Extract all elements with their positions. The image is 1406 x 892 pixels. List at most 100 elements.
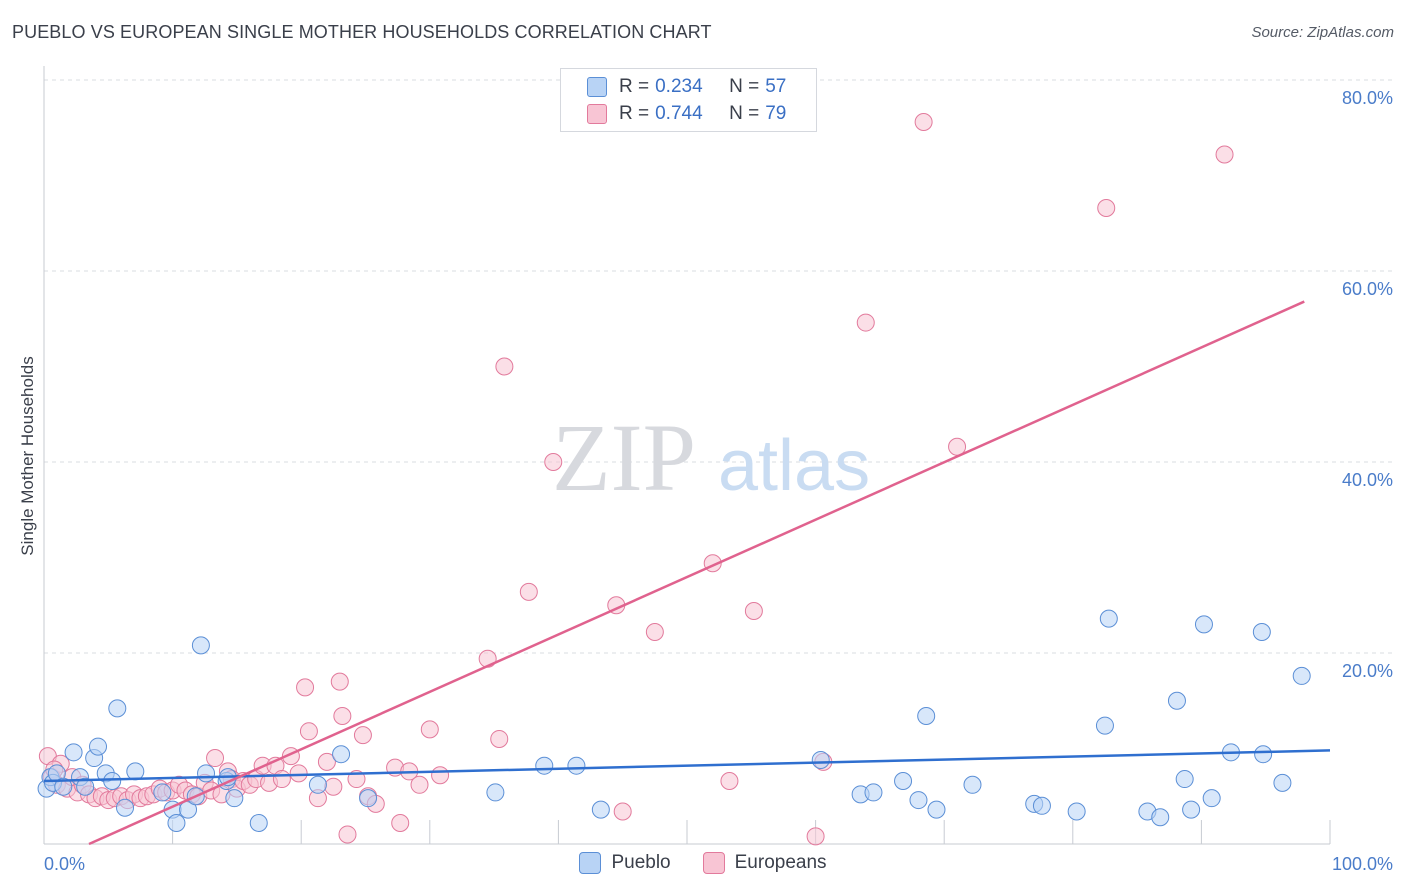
legend-n-value: 57 (765, 76, 787, 97)
legend-row-pueblo: R = 0.234 N = 57 (587, 74, 786, 100)
pueblo-point (591, 800, 610, 819)
y-tick-label: 80.0% (1342, 88, 1393, 108)
pueblo-point (894, 771, 913, 790)
europeans-point (317, 752, 336, 771)
series-legend: Pueblo Europeans (0, 852, 1406, 874)
pueblo-trend-line (43, 749, 1331, 783)
europeans-point (613, 802, 632, 821)
legend-n-label: N = (729, 103, 760, 124)
europeans-legend-label: Europeans (734, 852, 827, 873)
pueblo-point (1167, 691, 1186, 710)
pueblo-point (64, 743, 83, 762)
europeans-point (391, 813, 410, 832)
europeans-point (296, 678, 315, 697)
y-tick-label: 60.0% (1342, 279, 1393, 299)
pueblo-point (153, 783, 172, 802)
europeans-point (856, 313, 875, 332)
pueblo-point (486, 783, 505, 802)
watermark-atlas: atlas (718, 426, 870, 506)
pueblo-point (1175, 770, 1194, 789)
pueblo-point (1273, 773, 1292, 792)
europeans-point (324, 777, 343, 796)
europeans-point (431, 766, 450, 785)
correlation-legend: R = 0.234 N = 57 R = 0.744 N = 79 (560, 68, 817, 132)
pueblo-point (1254, 745, 1273, 764)
europeans-point (353, 726, 372, 745)
europeans-point (519, 582, 538, 601)
pueblo-point (89, 737, 108, 756)
legend-row-europeans: R = 0.744 N = 79 (587, 101, 786, 127)
y-tick-label: 20.0% (1342, 661, 1393, 681)
pueblo-point (1032, 796, 1051, 815)
europeans-point (645, 622, 664, 641)
legend-r-label: R = (619, 76, 650, 97)
europeans-point (744, 601, 763, 620)
pueblo-point (332, 745, 351, 764)
pueblo-points (37, 609, 1311, 832)
x-tick-label: 0.0% (44, 854, 85, 874)
europeans-point (333, 707, 352, 726)
europeans-point (410, 775, 429, 794)
europeans-point (299, 722, 318, 741)
pueblo-point (225, 789, 244, 808)
watermark-zip: ZIP (552, 404, 696, 511)
legend-r-label: R = (619, 103, 650, 124)
legend-r-value: 0.744 (655, 103, 703, 124)
trend-lines (43, 300, 1331, 846)
pueblo-point (1099, 609, 1118, 628)
pueblo-point (191, 636, 210, 655)
pueblo-point (167, 813, 186, 832)
europeans-point (272, 770, 291, 789)
chart-title: PUEBLO VS EUROPEAN SINGLE MOTHER HOUSEHO… (12, 22, 712, 42)
legend-item-europeans[interactable]: Europeans (702, 852, 827, 874)
pueblo-point (927, 800, 946, 819)
pueblo-point (108, 699, 127, 718)
pueblo-point (1182, 800, 1201, 819)
pueblo-point (864, 783, 883, 802)
pueblo-point (1252, 622, 1271, 641)
legend-n-value: 79 (765, 103, 787, 124)
pueblo-point (103, 771, 122, 790)
tick-labels: 20.0% 40.0% 60.0% 80.0% 0.0% 100.0% (44, 88, 1393, 874)
pueblo-point (308, 775, 327, 794)
pueblo-point (54, 777, 73, 796)
pueblo-point (197, 764, 216, 783)
y-tick-label: 40.0% (1342, 470, 1393, 490)
europeans-point (338, 825, 357, 844)
europeans-point (544, 453, 563, 471)
europeans-point (289, 764, 308, 783)
pueblo-point (76, 777, 95, 796)
pueblo-legend-swatch (579, 852, 602, 874)
pueblo-point (963, 775, 982, 794)
europeans-point (914, 113, 933, 132)
pueblo-point (1194, 615, 1213, 634)
pueblo-swatch (587, 77, 607, 97)
europeans-point (1097, 198, 1116, 217)
europeans-point (1215, 145, 1234, 164)
x-tick-label: 100.0% (1332, 854, 1393, 874)
pueblo-point (1202, 789, 1221, 808)
europeans-point (490, 729, 509, 748)
pueblo-legend-label: Pueblo (611, 852, 671, 873)
pueblo-point (1067, 802, 1086, 821)
pueblo-point (811, 750, 830, 769)
europeans-point (206, 749, 225, 768)
pueblo-point (1292, 666, 1311, 685)
pueblo-point (535, 756, 554, 775)
pueblo-point (909, 791, 928, 810)
pueblo-point (567, 756, 586, 775)
europeans-point (330, 672, 349, 691)
pueblo-point (359, 789, 378, 808)
legend-r-value: 0.234 (655, 76, 703, 97)
pueblo-point (1151, 808, 1170, 827)
europeans-point (495, 357, 514, 376)
pueblo-point (249, 813, 268, 832)
legend-n-label: N = (729, 76, 760, 97)
europeans-trend-line (88, 300, 1305, 846)
source-label: Source: ZipAtlas.com (1251, 24, 1394, 41)
europeans-swatch (587, 104, 607, 124)
europeans-point (720, 771, 739, 790)
europeans-legend-swatch (702, 852, 725, 874)
legend-item-pueblo[interactable]: Pueblo (579, 852, 671, 874)
